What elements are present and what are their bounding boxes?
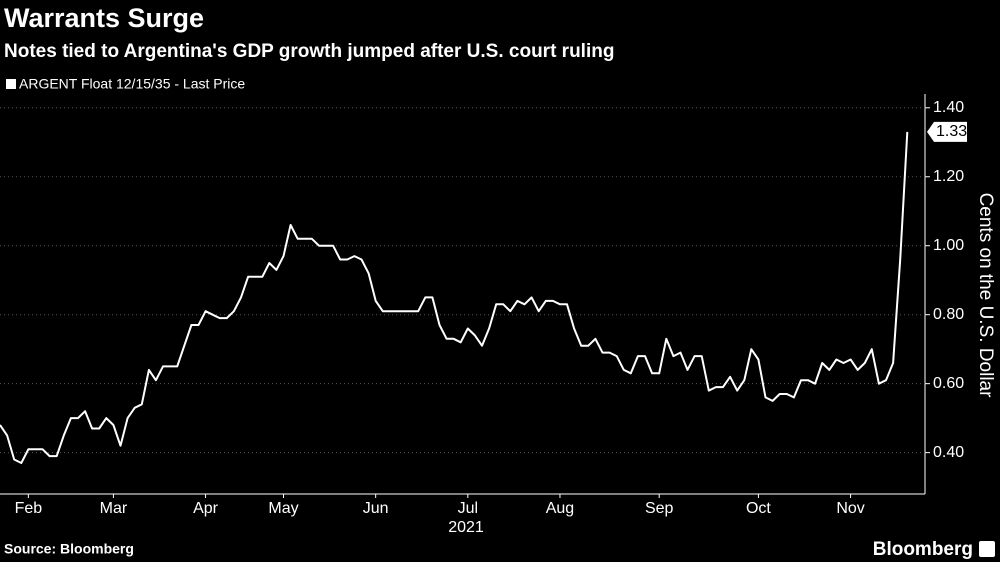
chart-title: Warrants Surge	[4, 3, 204, 33]
x-tick-label: Aug	[546, 500, 574, 517]
x-axis-title: 2021	[448, 519, 484, 536]
x-tick-label: Mar	[100, 500, 128, 517]
legend-label: ARGENT Float 12/15/35 - Last Price	[19, 76, 245, 92]
x-tick-label: Nov	[836, 500, 864, 517]
source: Source: Bloomberg	[4, 541, 134, 557]
x-tick-label: May	[268, 500, 298, 517]
last-value-box	[927, 121, 967, 142]
x-tick-label: Jun	[363, 500, 389, 517]
last-value-label: 1.33	[936, 123, 967, 140]
x-tick-label: Jul	[458, 500, 478, 517]
chart-subtitle: Notes tied to Argentina's GDP growth jum…	[4, 41, 614, 62]
x-tick-label: Apr	[193, 500, 219, 517]
y-tick-label: 0.40	[933, 444, 964, 461]
brand: Bloomberg	[873, 539, 973, 560]
x-tick-label: Feb	[15, 500, 43, 517]
y-tick-label: 1.20	[933, 168, 964, 185]
line-series	[0, 131, 909, 464]
brand-icon	[979, 541, 995, 557]
y-tick-label: 1.00	[933, 237, 964, 254]
x-tick-label: Oct	[746, 500, 771, 517]
x-tick-label: Sep	[645, 500, 674, 517]
legend-swatch	[6, 79, 16, 89]
y-tick-label: 0.60	[933, 375, 964, 392]
y-tick-label: 0.80	[933, 306, 964, 323]
y-axis-title: Cents on the U.S. Dollar	[975, 193, 996, 399]
y-tick-label: 1.40	[933, 99, 964, 116]
